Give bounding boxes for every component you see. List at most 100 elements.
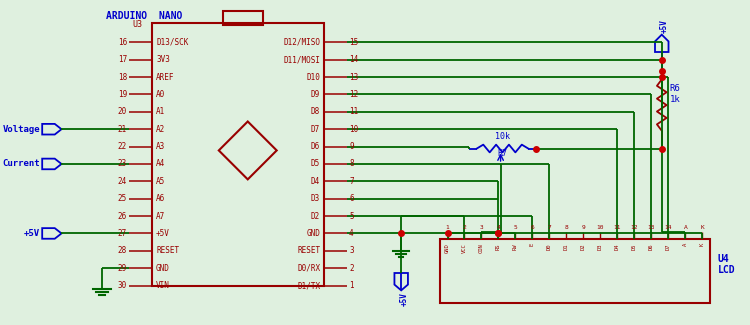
Text: 9: 9	[581, 225, 585, 229]
Text: Voltage: Voltage	[3, 125, 40, 134]
Text: D7: D7	[666, 243, 670, 250]
Text: A7: A7	[156, 212, 165, 221]
Text: 3V3: 3V3	[156, 55, 170, 64]
Text: +5V: +5V	[400, 292, 409, 306]
Text: E: E	[530, 243, 535, 246]
Text: 4: 4	[349, 229, 354, 238]
Text: VIN: VIN	[156, 281, 170, 290]
Text: CON: CON	[479, 243, 484, 253]
Text: 12: 12	[631, 225, 638, 229]
Text: D8: D8	[311, 107, 320, 116]
Text: 7: 7	[548, 225, 551, 229]
Text: 10: 10	[349, 125, 358, 134]
Text: D11/MOSI: D11/MOSI	[284, 55, 320, 64]
Text: 11: 11	[349, 107, 358, 116]
Text: A: A	[683, 225, 687, 229]
Text: D2: D2	[581, 243, 586, 250]
Text: 7: 7	[349, 177, 354, 186]
Text: K: K	[700, 225, 704, 229]
Text: RESET: RESET	[297, 246, 320, 255]
Text: 26: 26	[118, 212, 127, 221]
Text: 2: 2	[463, 225, 466, 229]
Text: D6: D6	[311, 142, 320, 151]
Text: D10: D10	[306, 72, 320, 82]
Text: D7: D7	[311, 125, 320, 134]
Text: 1k: 1k	[670, 95, 680, 104]
Text: D9: D9	[311, 90, 320, 99]
Text: 13: 13	[349, 72, 358, 82]
Text: D5: D5	[632, 243, 637, 250]
Text: 4: 4	[496, 225, 500, 229]
Text: RESET: RESET	[156, 246, 179, 255]
Text: 15: 15	[349, 38, 358, 47]
Text: 2: 2	[349, 264, 354, 273]
Text: D2: D2	[311, 212, 320, 221]
Text: 3: 3	[479, 225, 483, 229]
Text: A4: A4	[156, 160, 165, 168]
Bar	[152, 23, 324, 286]
Text: AREF: AREF	[156, 72, 175, 82]
Text: D0: D0	[547, 243, 552, 250]
Text: D3: D3	[598, 243, 603, 250]
Bar	[440, 239, 710, 303]
Text: 14: 14	[664, 225, 672, 229]
Text: A2: A2	[156, 125, 165, 134]
Text: A5: A5	[156, 177, 165, 186]
Text: 11: 11	[614, 225, 621, 229]
Text: U4
LCD: U4 LCD	[718, 254, 735, 275]
Text: 6: 6	[349, 194, 354, 203]
Text: 14: 14	[349, 55, 358, 64]
Text: 5: 5	[514, 225, 517, 229]
Text: 30: 30	[118, 281, 127, 290]
Text: 16: 16	[118, 38, 127, 47]
Text: GND: GND	[306, 229, 320, 238]
Text: GND: GND	[156, 264, 170, 273]
Text: 18: 18	[118, 72, 127, 82]
Text: GND: GND	[445, 243, 450, 253]
Text: 10k: 10k	[495, 132, 510, 141]
Text: A6: A6	[156, 194, 165, 203]
Text: D1/TX: D1/TX	[297, 281, 320, 290]
Text: D4: D4	[615, 243, 620, 250]
Text: 1: 1	[446, 225, 449, 229]
Text: 5: 5	[349, 212, 354, 221]
Text: D12/MISO: D12/MISO	[284, 38, 320, 47]
Text: D6: D6	[649, 243, 654, 250]
Text: 28: 28	[118, 246, 127, 255]
Bar	[223, 11, 263, 25]
Text: ARDUINO  NANO: ARDUINO NANO	[106, 11, 182, 21]
Text: +5V: +5V	[24, 229, 40, 238]
Text: 24: 24	[118, 177, 127, 186]
Text: 3: 3	[349, 246, 354, 255]
Text: 19: 19	[118, 90, 127, 99]
Text: RW: RW	[513, 243, 518, 250]
Text: 27: 27	[118, 229, 127, 238]
Text: 23: 23	[118, 160, 127, 168]
Text: 13: 13	[647, 225, 655, 229]
Text: 1: 1	[349, 281, 354, 290]
Text: 17: 17	[118, 55, 127, 64]
Text: 29: 29	[118, 264, 127, 273]
Text: A0: A0	[156, 90, 165, 99]
Text: D13/SCK: D13/SCK	[156, 38, 188, 47]
Text: D0/RX: D0/RX	[297, 264, 320, 273]
Text: R6: R6	[670, 84, 680, 93]
Text: A1: A1	[156, 107, 165, 116]
Text: 8: 8	[565, 225, 568, 229]
Text: D1: D1	[564, 243, 569, 250]
Text: D3: D3	[311, 194, 320, 203]
Text: 20: 20	[118, 107, 127, 116]
Text: 12: 12	[349, 90, 358, 99]
Text: 22: 22	[118, 142, 127, 151]
Text: A3: A3	[156, 142, 165, 151]
Text: +5V: +5V	[156, 229, 170, 238]
Text: RS: RS	[496, 243, 501, 250]
Text: 8: 8	[349, 160, 354, 168]
Text: U3: U3	[133, 20, 142, 29]
Text: D4: D4	[311, 177, 320, 186]
Text: K: K	[700, 243, 705, 246]
Text: 25: 25	[118, 194, 127, 203]
Text: 21: 21	[118, 125, 127, 134]
Text: R7: R7	[497, 149, 508, 158]
Text: D5: D5	[311, 160, 320, 168]
